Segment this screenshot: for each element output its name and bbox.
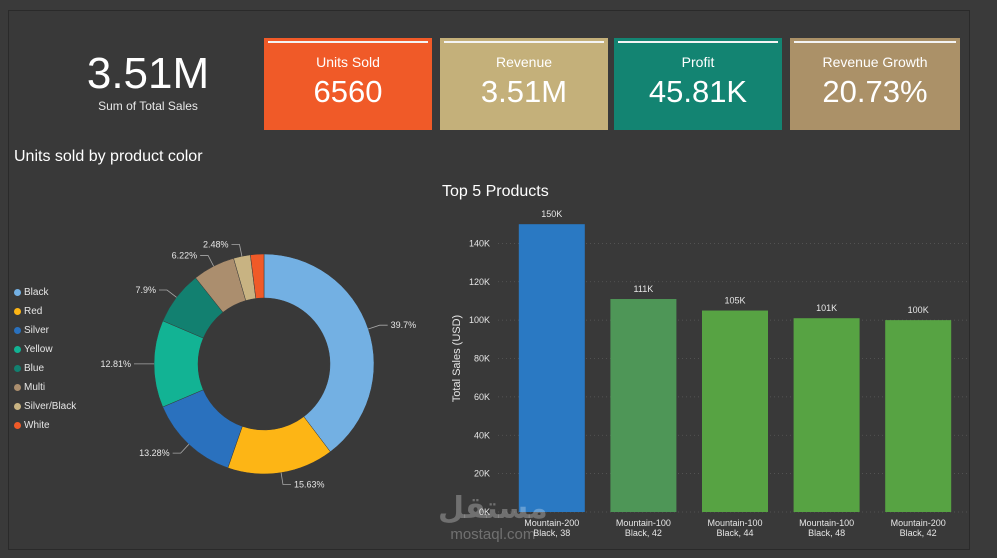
y-tick-label: 40K [474, 430, 490, 440]
x-tick-label: Mountain-200 [891, 518, 946, 528]
x-tick-label: Black, 44 [716, 528, 753, 538]
legend-swatch [14, 403, 21, 410]
bar-1[interactable] [518, 224, 585, 512]
legend-swatch [14, 308, 21, 315]
bar-chart-title: Top 5 Products [442, 183, 549, 200]
total-sales-kpi[interactable]: 3.51M Sum of Total Sales [48, 49, 248, 114]
card-accent-line [444, 41, 604, 43]
legend-swatch [14, 327, 21, 334]
legend-swatch [14, 365, 21, 372]
total-sales-label: Sum of Total Sales [98, 99, 198, 113]
watermark-latin: mostaql.com [450, 526, 536, 543]
revenue-growth-label: Revenue Growth [822, 54, 928, 70]
x-tick-label: Mountain-100 [707, 518, 762, 528]
units-sold-value: 6560 [313, 74, 383, 109]
legend-label: White [24, 420, 50, 431]
profit-card[interactable]: Profit 45.81K [614, 38, 782, 130]
y-tick-label: 60K [474, 392, 490, 402]
legend-label: Silver [24, 325, 50, 336]
y-tick-label: 0K [479, 507, 490, 517]
bar-2[interactable] [610, 299, 677, 512]
legend-item-white[interactable]: White [14, 416, 76, 435]
donut-chart-title: Units sold by product color [14, 148, 203, 165]
bar-data-label: 150K [541, 209, 562, 219]
donut-leader-line [280, 472, 291, 485]
donut-slice-white[interactable] [250, 253, 265, 299]
report-canvas: 3.51M Sum of Total Sales Units Sold 6560… [8, 10, 970, 550]
legend-swatch [14, 422, 21, 429]
bar-data-label: 101K [816, 303, 837, 313]
profit-label: Profit [681, 54, 715, 70]
revenue-label: Revenue [495, 54, 553, 70]
bar-data-label: 111K [634, 284, 654, 294]
donut-leader-line [158, 289, 177, 298]
card-accent-line [794, 41, 956, 43]
donut-leader-line [200, 255, 214, 267]
x-tick-label: Black, 42 [900, 528, 937, 538]
donut-data-label: 2.48% [203, 239, 229, 249]
donut-leader-line [231, 244, 243, 257]
y-tick-label: 140K [469, 238, 490, 248]
donut-leader-line [368, 324, 388, 330]
x-tick-label: Mountain-100 [799, 518, 854, 528]
legend-label: Blue [24, 363, 45, 374]
legend-item-silver[interactable]: Silver [14, 321, 76, 340]
y-tick-label: 80K [474, 354, 490, 364]
y-axis-label: Total Sales (USD) [451, 315, 463, 402]
watermark: مستقل mostaql.com [438, 491, 548, 544]
legend-label: Red [24, 306, 43, 317]
donut-data-label: 12.81% [100, 359, 131, 369]
units-sold-label: Units Sold [316, 54, 380, 70]
bar-3[interactable] [702, 310, 768, 512]
donut-data-label: 39.7% [391, 320, 417, 330]
legend-swatch [14, 346, 21, 353]
legend-label: Silver/Black [24, 401, 77, 412]
donut-data-label: 7.9% [135, 285, 156, 295]
card-accent-line [618, 41, 778, 43]
legend-label: Black [24, 287, 49, 298]
x-tick-label: Black, 38 [533, 528, 570, 538]
bar-data-label: 105K [724, 296, 745, 306]
y-tick-label: 20K [474, 469, 490, 479]
y-tick-label: 120K [469, 277, 490, 287]
donut-chart[interactable]: 39.7% 15.63% 13.28% 12.81% 7.9% 6.22% 2.48% [8, 200, 448, 530]
y-tick-label: 100K [469, 315, 490, 325]
units-sold-card[interactable]: Units Sold 6560 [264, 38, 432, 130]
x-tick-label: Mountain-200 [524, 518, 579, 528]
donut-data-label: 13.28% [139, 448, 170, 458]
profit-value: 45.81K [648, 74, 748, 109]
revenue-growth-value: 20.73% [822, 74, 928, 109]
total-sales-value: 3.51M [86, 49, 210, 98]
revenue-growth-card[interactable]: Revenue Growth 20.73% [790, 38, 960, 130]
legend-item-red[interactable]: Red [14, 302, 76, 321]
legend-item-yellow[interactable]: Yellow [14, 340, 76, 359]
x-tick-label: Mountain-100 [616, 518, 671, 528]
x-tick-label: Black, 42 [625, 528, 662, 538]
donut-data-label: 6.22% [172, 251, 198, 261]
legend-swatch [14, 289, 21, 296]
donut-slice-black[interactable] [263, 253, 375, 453]
legend-label: Multi [24, 382, 46, 393]
bar-5[interactable] [885, 320, 952, 512]
donut-leader-line [172, 444, 190, 454]
legend-swatch [14, 384, 21, 391]
revenue-card[interactable]: Revenue 3.51M [440, 38, 608, 130]
watermark-arabic: مستقل [438, 491, 548, 526]
card-accent-line [268, 41, 428, 43]
x-tick-label: Black, 48 [808, 528, 845, 538]
legend-item-blue[interactable]: Blue [14, 359, 76, 378]
bar-chart[interactable]: 0K 20K 40K 60K 80K 100K 120K 140K Total Sales (U… [428, 195, 968, 550]
legend-label: Yellow [24, 344, 53, 355]
legend-item-multi[interactable]: Multi [14, 378, 76, 397]
bar-4[interactable] [793, 318, 860, 512]
donut-legend: Black Red Silver Yellow Blue Multi Silver/Blac… [14, 283, 76, 435]
legend-item-silver-black[interactable]: Silver/Black [14, 397, 76, 416]
revenue-value: 3.51M [480, 74, 568, 109]
legend-item-black[interactable]: Black [14, 283, 76, 302]
donut-data-label: 15.63% [294, 480, 325, 490]
bar-data-label: 100K [908, 305, 929, 315]
